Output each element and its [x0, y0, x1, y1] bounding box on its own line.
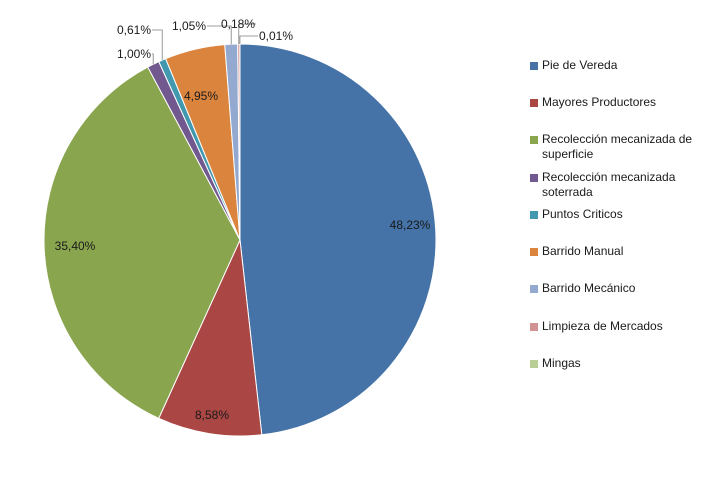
leader-line-7	[238, 23, 256, 44]
legend-item: Recolección mecanizada de superficie	[530, 132, 702, 162]
data-label-0: 48,23%	[390, 218, 431, 232]
legend-swatch	[530, 360, 538, 368]
data-label-5: 4,95%	[184, 89, 218, 103]
data-label-2: 35,40%	[55, 239, 96, 253]
legend-item: Pie de Vereda	[530, 58, 702, 73]
pie-slices	[43, 43, 437, 437]
legend-label: Barrido Manual	[542, 244, 624, 258]
leader-lines	[152, 23, 258, 65]
legend-label: Recolección mecanizada soterrada	[542, 170, 676, 199]
data-label-6: 1,05%	[172, 19, 206, 33]
leader-line-8	[239, 35, 258, 44]
legend-item: Barrido Mecánico	[530, 281, 702, 296]
legend-label: Pie de Vereda	[542, 58, 618, 72]
legend-swatch	[530, 174, 538, 182]
legend-item: Recolección mecanizada soterrada	[530, 170, 702, 200]
legend-item: Limpieza de Mercados	[530, 319, 702, 334]
legend-label: Recolección mecanizada de superficie	[542, 132, 693, 161]
legend-swatch	[530, 136, 538, 144]
legend-label: Mayores Productores	[542, 95, 657, 109]
legend-swatch	[530, 248, 538, 256]
leader-line-3	[152, 53, 154, 65]
data-label-3: 1,00%	[117, 47, 151, 61]
pie-slice-2	[43, 66, 241, 420]
legend-item: Barrido Manual	[530, 244, 702, 259]
leader-line-4	[152, 29, 163, 61]
data-label-1: 8,58%	[195, 408, 229, 422]
legend-swatch	[530, 62, 538, 70]
legend-swatch	[530, 99, 538, 107]
legend-swatch	[530, 285, 538, 293]
legend-label: Puntos Criticos	[542, 207, 623, 221]
pie-slice-1	[158, 238, 263, 437]
data-label-8: 0,01%	[259, 29, 293, 43]
legend-item: Mingas	[530, 356, 702, 371]
legend-label: Barrido Mecánico	[542, 281, 636, 295]
legend-label: Mingas	[542, 356, 581, 370]
legend-label: Limpieza de Mercados	[542, 319, 663, 333]
legend-swatch	[530, 323, 538, 331]
legend-item: Puntos Criticos	[530, 207, 702, 222]
legend-swatch	[530, 211, 538, 219]
data-label-7: 0,18%	[221, 17, 255, 31]
legend-item: Mayores Productores	[530, 95, 702, 110]
data-labels: 48,23% 8,58% 35,40% 1,00% 0,61% 4,95% 1,05% 0,1…	[55, 17, 431, 422]
leader-line-6	[207, 25, 232, 45]
pie-slice-0	[239, 43, 437, 436]
data-label-4: 0,61%	[117, 23, 151, 37]
